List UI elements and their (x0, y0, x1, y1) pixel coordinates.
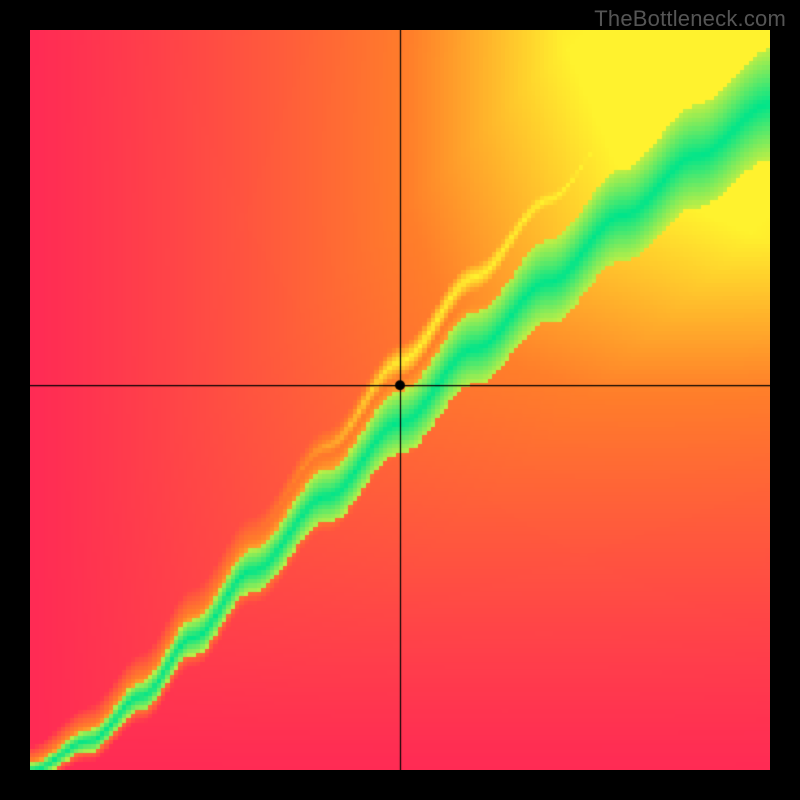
watermark-text: TheBottleneck.com (594, 6, 786, 32)
bottleneck-heatmap (30, 30, 770, 770)
chart-container: TheBottleneck.com (0, 0, 800, 800)
